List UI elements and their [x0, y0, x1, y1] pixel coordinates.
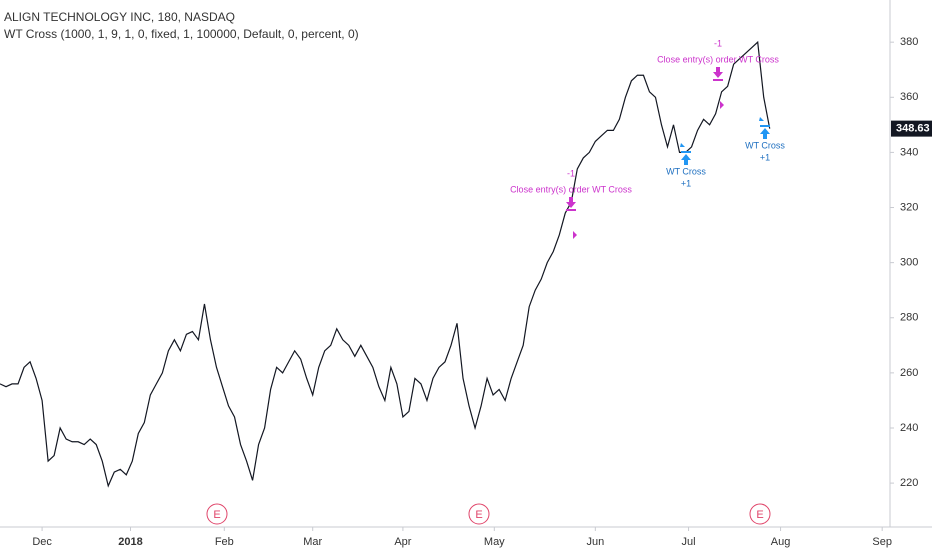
sell-arrow [566, 197, 576, 208]
price-line [0, 40, 771, 488]
x-tick-label: Apr [394, 536, 411, 548]
x-tick-label: Jun [586, 536, 604, 548]
x-tick-label: Mar [303, 536, 322, 548]
x-tick-label: May [484, 536, 505, 548]
earnings-label: E [756, 509, 763, 521]
signal-label: -1 [567, 168, 575, 178]
signal-text: WT Cross [666, 166, 706, 176]
signal-text: WT Cross [745, 140, 785, 150]
x-tick-label: 2018 [118, 536, 142, 548]
earnings-marker [749, 503, 771, 525]
y-tick-label: 340 [900, 146, 918, 158]
buy-arrow [760, 128, 770, 139]
signal-text: Close entry(s) order WT Cross [510, 184, 632, 194]
x-tick-label: Feb [215, 536, 234, 548]
sell-triangle [720, 101, 724, 109]
y-tick-label: 280 [900, 312, 918, 324]
signal-label: -1 [714, 38, 722, 48]
buy-arrow [681, 154, 691, 165]
earnings-label: E [213, 509, 220, 521]
sell-arrow [713, 67, 723, 78]
x-tick-label: Jul [682, 536, 696, 548]
earnings-marker [468, 503, 490, 525]
buy-triangle [680, 143, 685, 147]
y-tick-label: 360 [900, 91, 918, 103]
last-price-label: 348.63 [896, 123, 930, 135]
buy-triangle [759, 117, 764, 121]
x-tick-label: Aug [771, 536, 791, 548]
chart-subtitle: WT Cross (1000, 1, 9, 1, 0, fixed, 1, 10… [4, 27, 359, 41]
signal-label: +1 [760, 152, 770, 162]
earnings-marker [206, 503, 228, 525]
chart-title: ALIGN TECHNOLOGY INC, 180, NASDAQ [4, 10, 235, 24]
signal-text: Close entry(s) order WT Cross [657, 54, 779, 64]
y-tick-label: 300 [900, 257, 918, 269]
x-tick-label: Dec [32, 536, 52, 548]
sell-triangle [573, 231, 577, 239]
x-tick-label: Sep [872, 536, 892, 548]
signal-label: +1 [681, 178, 691, 188]
earnings-label: E [475, 509, 482, 521]
last-price-box [891, 120, 932, 137]
y-tick-label: 240 [900, 422, 918, 434]
y-tick-label: 220 [900, 477, 918, 489]
y-tick-label: 380 [900, 36, 918, 48]
y-tick-label: 320 [900, 201, 918, 213]
y-tick-label: 260 [900, 367, 918, 379]
